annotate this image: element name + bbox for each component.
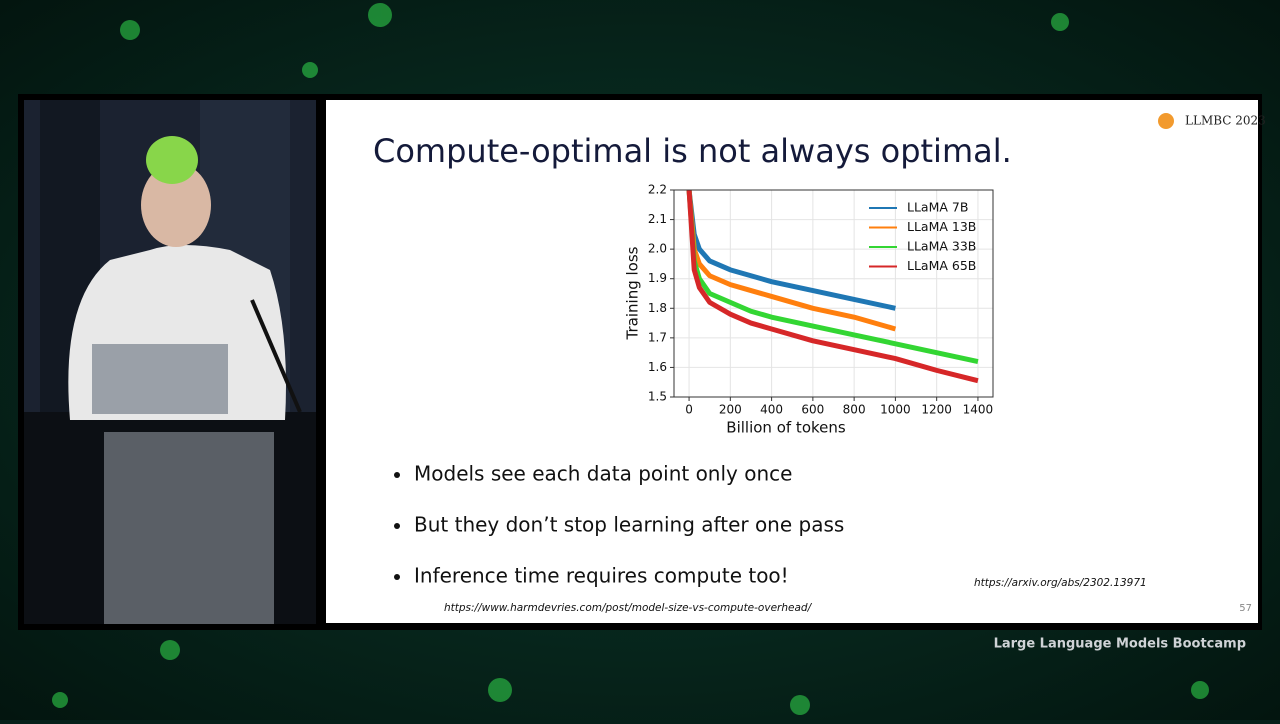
legend-label: LLaMA 33B (907, 239, 976, 254)
bullet: Models see each data point only once (414, 462, 792, 486)
bullet: But they don’t stop learning after one p… (414, 513, 844, 537)
y-tick-label: 1.7 (648, 330, 667, 344)
legend-label: LLaMA 65B (907, 258, 976, 273)
series-line (686, 189, 979, 384)
bullet-dot (394, 523, 400, 529)
source: https://www.harmdevries.com/post/model-s… (444, 602, 813, 614)
footer: Large Language Models Bootcamp (994, 637, 1246, 652)
speaker-video (24, 100, 316, 624)
bokeh (52, 3, 1209, 715)
page-number: 57 (1239, 603, 1252, 614)
bullet-dot (394, 574, 400, 580)
bullet: Inference time requires compute too! (414, 564, 789, 588)
y-tick-label: 2.2 (648, 183, 667, 197)
badge-icon (1158, 113, 1174, 129)
x-tick-label: 1200 (921, 403, 952, 417)
y-tick-label: 1.8 (648, 301, 667, 315)
citation: https://arxiv.org/abs/2302.13971 (974, 577, 1147, 589)
series-line (686, 189, 897, 332)
slide-title: Compute-optimal is not always optimal. (373, 132, 1012, 170)
y-tick-label: 1.5 (648, 390, 667, 404)
bullets: Models see each data point only once But … (394, 462, 844, 588)
x-tick-label: 800 (843, 403, 866, 417)
badge: LLMBC 2023 (1185, 114, 1266, 128)
x-axis-label: Billion of tokens (726, 419, 846, 437)
y-tick-label: 1.9 (648, 271, 667, 285)
plot-frame (673, 189, 994, 398)
x-tick-label: 0 (685, 403, 693, 417)
y-tick-label: 2.0 (648, 242, 667, 256)
x-tick-label: 400 (760, 403, 783, 417)
x-tick-label: 1400 (963, 403, 994, 417)
x-tick-label: 1000 (880, 403, 911, 417)
y-axis-label: Training loss (624, 246, 642, 340)
y-tick-label: 2.1 (648, 212, 667, 226)
y-tick-label: 1.6 (648, 360, 667, 374)
x-tick-label: 600 (801, 403, 824, 417)
series-line (686, 189, 896, 311)
legend-label: LLaMA 13B (907, 219, 976, 234)
x-tick-label: 200 (719, 403, 742, 417)
legend-label: LLaMA 7B (907, 200, 968, 215)
bullet-dot (394, 472, 400, 478)
